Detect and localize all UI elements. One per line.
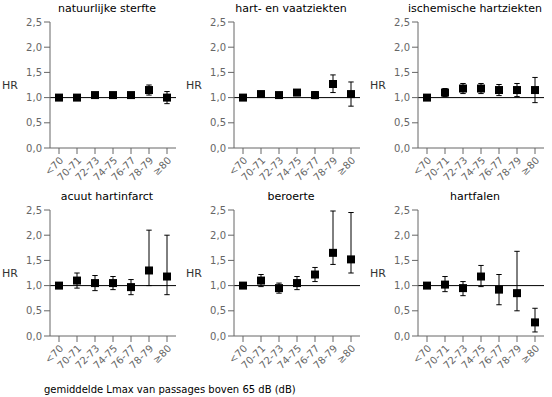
svg-text:<70: <70 [42,342,66,366]
svg-text:2,5: 2,5 [210,18,226,28]
svg-text:72-73: 72-73 [257,154,286,183]
svg-text:70-71: 70-71 [239,342,268,371]
svg-text:2,0: 2,0 [26,230,42,241]
svg-text:78-79: 78-79 [127,154,156,183]
svg-text:≥80: ≥80 [335,343,358,366]
html-text:beroerte: beroerte [267,190,315,203]
svg-text:1,5: 1,5 [394,255,410,266]
svg-text:1,5: 1,5 [394,67,410,78]
svg-text:72-73: 72-73 [441,154,470,183]
svg-text:2,0: 2,0 [26,42,42,53]
html-text:hartfalen: hartfalen [450,190,500,203]
svg-text:≥80: ≥80 [519,343,542,366]
svg-text:<70: <70 [410,154,434,178]
svg-text:0,5: 0,5 [210,117,226,128]
svg-text:1,5: 1,5 [210,255,226,266]
svg-text:HR: HR [370,79,386,92]
svg-text:0,5: 0,5 [394,305,410,316]
svg-text:HR: HR [186,79,202,92]
svg-text:0,0: 0,0 [210,143,226,154]
svg-text:78-79: 78-79 [127,342,156,371]
svg-text:74-75: 74-75 [275,342,304,371]
svg-text:74-75: 74-75 [91,342,120,371]
svg-text:2,5: 2,5 [210,206,226,216]
svg-text:78-79: 78-79 [311,154,340,183]
svg-text:≥80: ≥80 [335,155,358,178]
svg-text:1,0: 1,0 [210,92,226,103]
svg-text:74-75: 74-75 [91,154,120,183]
svg-text:0,0: 0,0 [394,331,410,342]
svg-text:≥80: ≥80 [151,155,174,178]
svg-text:HR: HR [8,267,18,280]
svg-text:HR: HR [8,79,18,92]
svg-text:72-73: 72-73 [73,154,102,183]
svg-text:<70: <70 [226,154,250,178]
svg-text:0,5: 0,5 [26,305,42,316]
svg-text:<70: <70 [42,154,66,178]
svg-text:2,5: 2,5 [394,18,410,28]
svg-text:2,5: 2,5 [394,206,410,216]
svg-text:76-77: 76-77 [109,154,138,183]
svg-text:0,5: 0,5 [394,117,410,128]
svg-text:74-75: 74-75 [459,342,488,371]
svg-text:1,0: 1,0 [26,280,42,291]
svg-text:0,5: 0,5 [210,305,226,316]
svg-text:70-71: 70-71 [55,154,84,183]
svg-text:1,0: 1,0 [394,92,410,103]
svg-text:<70: <70 [410,342,434,366]
svg-text:74-75: 74-75 [275,154,304,183]
svg-text:HR: HR [186,267,202,280]
svg-text:1,0: 1,0 [210,280,226,291]
svg-text:70-71: 70-71 [55,342,84,371]
html-text:natuurlijke sterfte: natuurlijke sterfte [58,2,156,15]
svg-text:0,0: 0,0 [210,331,226,342]
svg-text:70-71: 70-71 [423,342,452,371]
svg-text:0,0: 0,0 [394,143,410,154]
html-text:acuut hartinfarct: acuut hartinfarct [60,190,154,203]
svg-text:0,5: 0,5 [26,117,42,128]
svg-text:1,5: 1,5 [26,255,42,266]
svg-text:78-79: 78-79 [311,342,340,371]
svg-text:76-77: 76-77 [477,154,506,183]
svg-text:0,0: 0,0 [26,143,42,154]
svg-text:72-73: 72-73 [257,342,286,371]
svg-text:0,0: 0,0 [26,331,42,342]
svg-text:2,5: 2,5 [26,206,42,216]
svg-text:2,0: 2,0 [210,42,226,53]
svg-text:2,5: 2,5 [26,18,42,28]
svg-text:2,0: 2,0 [210,230,226,241]
svg-text:≥80: ≥80 [151,343,174,366]
svg-text:76-77: 76-77 [293,154,322,183]
svg-text:≥80: ≥80 [519,155,542,178]
svg-text:76-77: 76-77 [109,342,138,371]
svg-text:1,0: 1,0 [26,92,42,103]
svg-text:2,0: 2,0 [394,230,410,241]
html-text:ischemische hartziekten: ischemische hartziekten [408,2,542,15]
svg-text:1,5: 1,5 [210,67,226,78]
svg-text:74-75: 74-75 [459,154,488,183]
svg-text:70-71: 70-71 [239,154,268,183]
svg-text:72-73: 72-73 [441,342,470,371]
svg-text:2,0: 2,0 [394,42,410,53]
svg-text:1,0: 1,0 [394,280,410,291]
svg-text:<70: <70 [226,342,250,366]
svg-text:72-73: 72-73 [73,342,102,371]
html-text:gemiddelde Lmax van passages b: gemiddelde Lmax van passages boven 65 dB… [44,384,296,395]
svg-text:HR: HR [370,267,386,280]
svg-text:78-79: 78-79 [495,154,524,183]
svg-text:70-71: 70-71 [423,154,452,183]
svg-text:1,5: 1,5 [26,67,42,78]
svg-text:76-77: 76-77 [293,342,322,371]
html-text:hart- en vaatziekten: hart- en vaatziekten [235,2,347,15]
svg-text:78-79: 78-79 [495,342,524,371]
svg-text:76-77: 76-77 [477,342,506,371]
